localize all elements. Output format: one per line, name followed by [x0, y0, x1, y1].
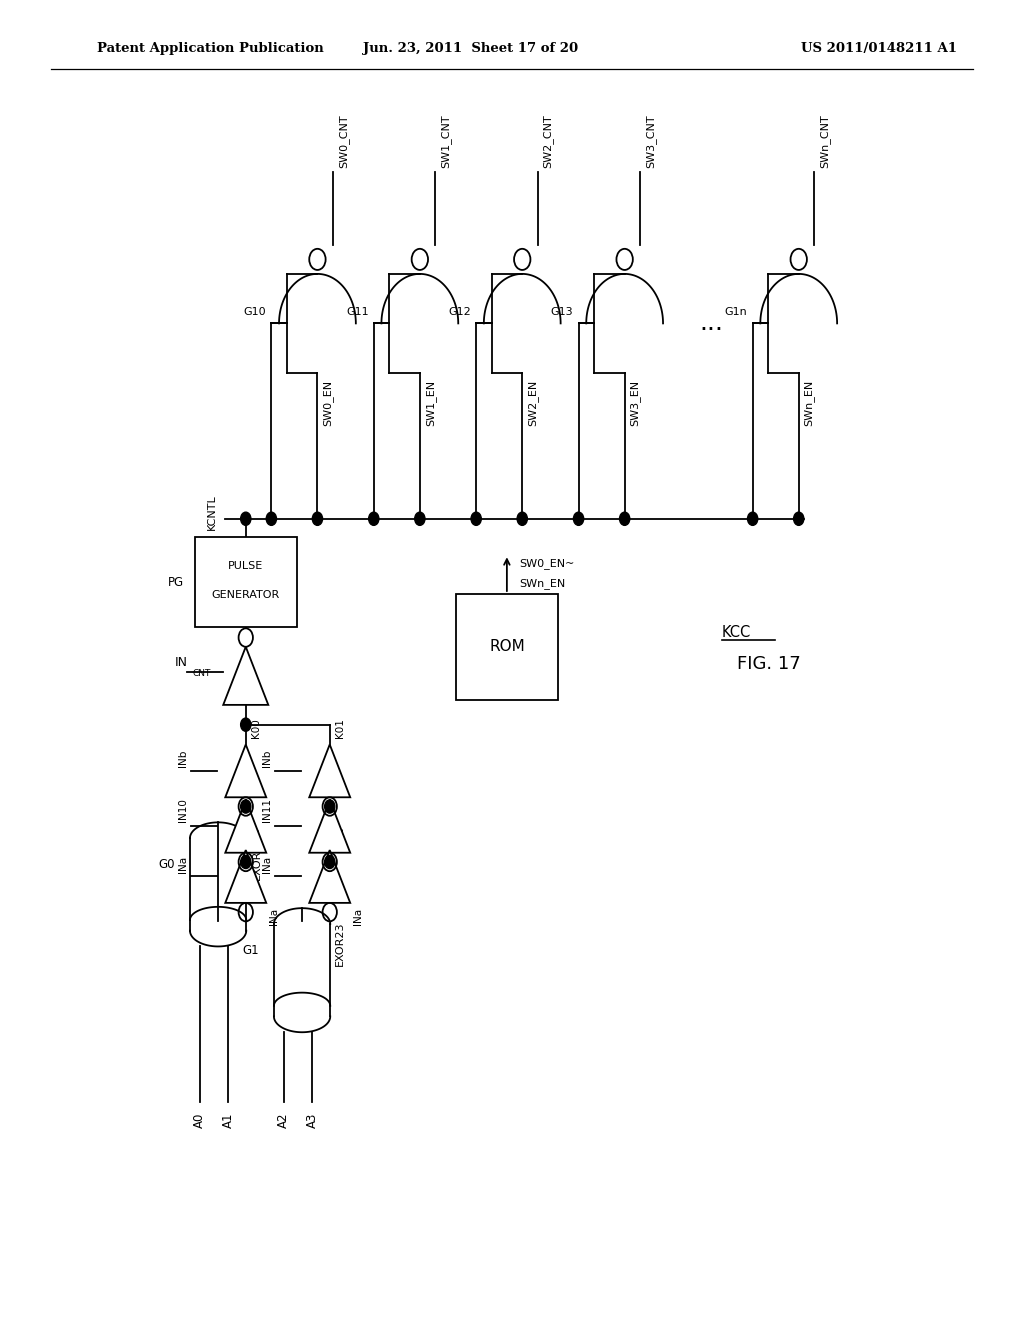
Text: Patent Application Publication: Patent Application Publication	[97, 42, 324, 55]
Text: SW1_EN: SW1_EN	[425, 380, 436, 425]
Text: G10: G10	[244, 306, 266, 317]
Text: G1: G1	[242, 944, 258, 957]
Text: SW0_CNT: SW0_CNT	[338, 114, 349, 168]
Text: A1: A1	[222, 1113, 234, 1129]
Text: SW2_EN: SW2_EN	[527, 380, 539, 426]
Text: A2: A2	[278, 1113, 290, 1129]
Text: INb: INb	[262, 750, 272, 767]
Bar	[456, 594, 558, 700]
Text: FIG. 17: FIG. 17	[737, 655, 801, 673]
Circle shape	[471, 512, 481, 525]
Circle shape	[794, 512, 804, 525]
Text: PG: PG	[168, 576, 184, 589]
Polygon shape	[309, 850, 350, 903]
Text: INa: INa	[178, 855, 188, 873]
Circle shape	[517, 512, 527, 525]
Text: G0: G0	[158, 858, 174, 871]
Text: K00: K00	[251, 718, 261, 738]
Text: G1n: G1n	[725, 306, 748, 317]
Text: C1: C1	[335, 779, 345, 793]
Circle shape	[241, 855, 251, 869]
Circle shape	[241, 800, 251, 813]
Text: Jun. 23, 2011  Sheet 17 of 20: Jun. 23, 2011 Sheet 17 of 20	[364, 42, 579, 55]
Polygon shape	[225, 800, 266, 853]
Text: SWn_EN: SWn_EN	[804, 380, 815, 426]
Text: KI0: KI0	[251, 828, 261, 843]
Circle shape	[312, 512, 323, 525]
Text: SW3_CNT: SW3_CNT	[645, 114, 656, 168]
Text: G12: G12	[449, 306, 471, 317]
Polygon shape	[309, 744, 350, 797]
Circle shape	[266, 512, 276, 525]
Polygon shape	[225, 744, 266, 797]
Text: INa: INa	[352, 908, 362, 924]
Polygon shape	[225, 850, 266, 903]
Circle shape	[415, 512, 425, 525]
Text: A3: A3	[306, 1113, 318, 1129]
Bar	[195, 537, 297, 627]
Text: SWn_EN: SWn_EN	[519, 578, 565, 589]
Circle shape	[325, 800, 335, 813]
Text: US 2011/0148211 A1: US 2011/0148211 A1	[802, 42, 957, 55]
Circle shape	[620, 512, 630, 525]
Circle shape	[573, 512, 584, 525]
Text: SW0_EN: SW0_EN	[323, 380, 334, 425]
Circle shape	[241, 718, 251, 731]
Text: IN10: IN10	[178, 799, 188, 822]
Text: INa: INa	[262, 855, 272, 873]
Text: GENERATOR: GENERATOR	[212, 590, 280, 601]
Text: SWn_CNT: SWn_CNT	[819, 114, 830, 168]
Text: SW0_EN~: SW0_EN~	[519, 558, 574, 569]
Text: EXOR01: EXOR01	[252, 836, 261, 880]
Text: KI1: KI1	[335, 828, 345, 843]
Text: IN: IN	[174, 656, 187, 669]
Circle shape	[325, 855, 335, 869]
Text: ...: ...	[699, 312, 724, 335]
Polygon shape	[223, 647, 268, 705]
Text: PULSE: PULSE	[228, 561, 263, 572]
Text: K01: K01	[335, 718, 345, 738]
Text: G13: G13	[551, 306, 573, 317]
Text: ROM: ROM	[489, 639, 524, 655]
Text: KCNTL: KCNTL	[207, 494, 217, 531]
Text: IN11: IN11	[262, 799, 272, 822]
Text: A0: A0	[194, 1113, 206, 1129]
Text: CNT: CNT	[193, 669, 211, 677]
Circle shape	[241, 512, 251, 525]
Text: INb: INb	[178, 750, 188, 767]
Text: KCC: KCC	[722, 626, 752, 640]
Text: SW1_CNT: SW1_CNT	[440, 114, 452, 168]
Text: C0: C0	[251, 779, 261, 793]
Text: EXOR23: EXOR23	[336, 921, 345, 966]
Polygon shape	[309, 800, 350, 853]
Text: SW3_EN: SW3_EN	[630, 380, 641, 425]
Text: INa: INa	[268, 908, 279, 924]
Text: G11: G11	[346, 306, 369, 317]
Circle shape	[748, 512, 758, 525]
Circle shape	[369, 512, 379, 525]
Text: SW2_CNT: SW2_CNT	[543, 114, 554, 168]
